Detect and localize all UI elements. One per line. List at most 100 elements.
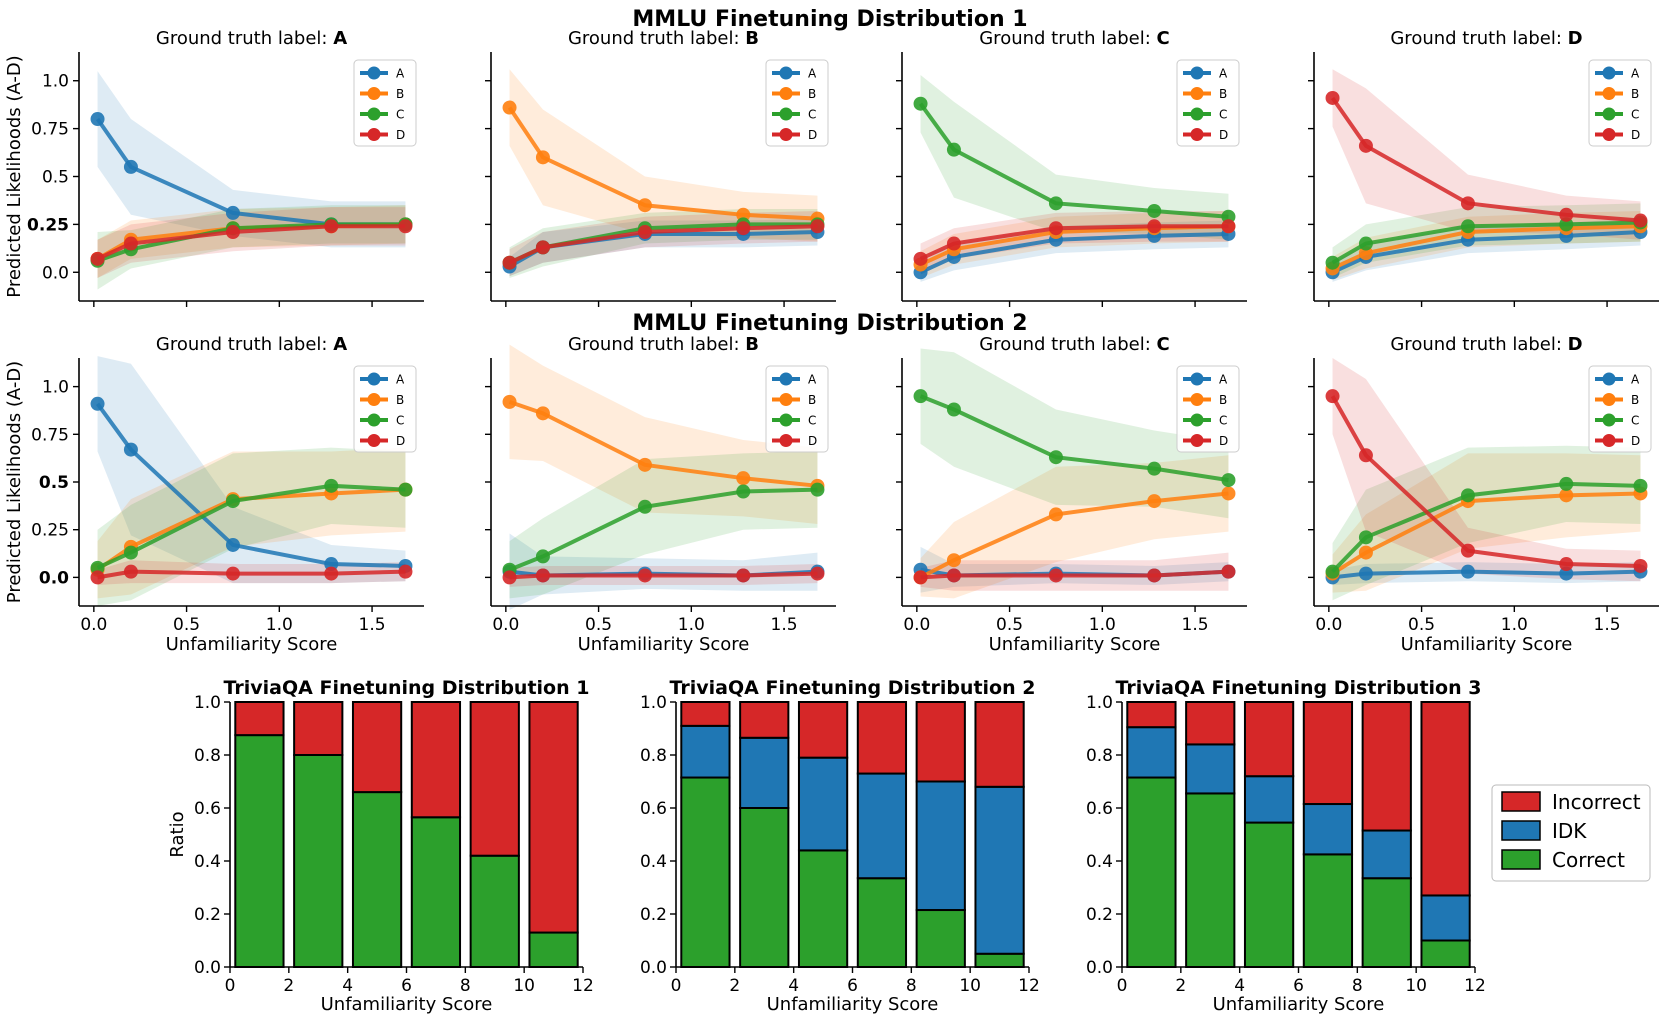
legend-marker-d (1190, 128, 1204, 141)
bar-idk (1126, 726, 1177, 779)
x-tick-label: 4 (788, 976, 799, 996)
legend-marker-b (1602, 87, 1616, 100)
legend-label-a: A (396, 67, 405, 81)
panel-title-prefix: Ground truth label: (979, 28, 1156, 49)
y-tick-label: 0.6 (1086, 799, 1113, 819)
mmlu-panel-a: Ground truth label: A 0.0 0.25 0.5 0.75 1.0 Pr… (4, 28, 424, 307)
data-point (123, 545, 138, 560)
panel-title-label: A (333, 334, 347, 355)
data-point (90, 251, 105, 266)
data-point (637, 225, 652, 240)
legend-label-d: D (396, 434, 405, 448)
legend-marker-b (779, 393, 793, 406)
x-tick-label: 0.0 (80, 615, 107, 635)
legend-label-incorrect: Incorrect (1552, 790, 1641, 814)
legend-box (1588, 365, 1652, 453)
bar-correct (1243, 821, 1295, 969)
panel-title-prefix: Ground truth label: (1390, 28, 1567, 49)
legend-label-b: B (1219, 87, 1227, 101)
legend-marker-a (367, 66, 381, 80)
data-point (1358, 138, 1373, 153)
x-tick-label: 10 (1405, 976, 1427, 996)
x-tick-label: 8 (906, 976, 917, 996)
x-axis-label: Unfamiliarity Score (1213, 994, 1385, 1015)
triviaqa-title: TriviaQA Finetuning Distribution 3 (1116, 677, 1482, 699)
legend-label-correct: Correct (1552, 848, 1625, 872)
y-tick-label: 0.0 (1086, 958, 1113, 978)
data-point (1460, 488, 1475, 503)
legend-label-a: A (1631, 67, 1640, 81)
bar-idk (915, 780, 966, 912)
legend-label-c: C (1631, 108, 1639, 122)
data-point (913, 96, 928, 111)
data-point (324, 219, 339, 234)
legend-label-a: A (808, 67, 817, 81)
y-tick-label: 0.75 (31, 120, 69, 140)
data-point (1559, 476, 1574, 491)
band-c (920, 74, 1229, 240)
x-axis-label: Unfamiliarity Score (1401, 634, 1573, 655)
legend-marker-a (1190, 372, 1204, 386)
panel-title: Ground truth label: B (568, 334, 759, 355)
bar-correct (234, 734, 285, 968)
legend-label-b: B (808, 393, 816, 407)
bar-incorrect (1126, 701, 1177, 729)
bar-correct (410, 816, 462, 969)
legend-label-d: D (808, 434, 817, 448)
x-tick-label: 0.5 (585, 615, 612, 635)
legend-swatch-idk (1501, 820, 1541, 841)
y-axis-label: Ratio (167, 811, 188, 857)
data-point (123, 442, 138, 457)
legend-label-d: D (1219, 128, 1228, 142)
data-point (637, 457, 652, 472)
data-point (736, 221, 751, 236)
data-point (946, 553, 961, 568)
bar-idk (797, 756, 849, 852)
legend-label-b: B (1219, 393, 1227, 407)
data-point (90, 112, 105, 127)
data-point (90, 396, 105, 411)
x-tick-label: 0.0 (492, 615, 519, 635)
bar-correct (680, 776, 731, 969)
legend-marker-c (779, 413, 793, 427)
x-axis-label: Unfamiliarity Score (321, 994, 493, 1015)
x-tick-label: 4 (342, 976, 353, 996)
panel-title: Ground truth label: A (156, 334, 347, 355)
x-tick-label: 1.5 (771, 615, 798, 635)
legend-marker-c (367, 413, 381, 427)
x-tick-label: 1.5 (359, 615, 386, 635)
triviaqa-title: TriviaQA Finetuning Distribution 2 (670, 677, 1036, 699)
data-point (1147, 568, 1162, 583)
panel-title: Ground truth label: D (1390, 334, 1582, 355)
data-point (1559, 488, 1574, 503)
legend-marker-d (1602, 434, 1616, 447)
y-tick-label: 0.4 (194, 852, 221, 872)
x-tick-label: 0 (1117, 976, 1128, 996)
data-point (913, 251, 928, 266)
bar-incorrect (1420, 701, 1471, 897)
band-c (920, 348, 1229, 519)
bar-correct (1420, 939, 1471, 968)
bar-incorrect (680, 701, 731, 727)
x-tick-label: 8 (1352, 976, 1363, 996)
y-tick-label: 0.2 (194, 905, 221, 925)
data-point (324, 566, 339, 581)
y-tick-label: 0.0 (194, 958, 221, 978)
y-tick-label: 1.0 (640, 693, 667, 713)
panel-title: Ground truth label: B (568, 28, 759, 49)
legend-label-c: C (1219, 108, 1227, 122)
data-point (946, 568, 961, 583)
data-point (324, 478, 339, 493)
data-point (1048, 221, 1063, 236)
legend-label-d: D (1219, 434, 1228, 448)
panel-title: Ground truth label: C (979, 334, 1170, 355)
panel-title-label: C (1157, 28, 1170, 49)
y-tick-label: 0.25 (27, 215, 69, 235)
panel-title-prefix: Ground truth label: (156, 334, 333, 355)
x-axis-label: Unfamiliarity Score (989, 634, 1161, 655)
data-point (1147, 461, 1162, 476)
x-tick-label: 12 (572, 976, 594, 996)
data-point (1460, 219, 1475, 234)
